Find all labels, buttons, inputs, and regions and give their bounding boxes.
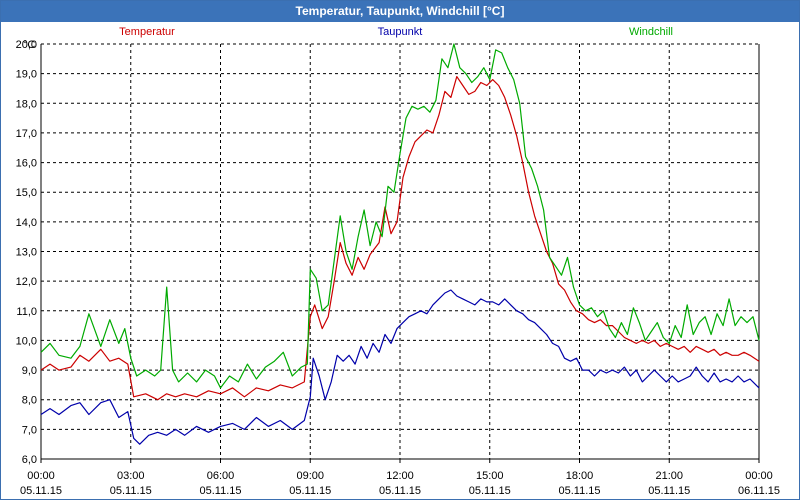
y-tick-label: 13,0	[16, 247, 37, 259]
x-tick-time: 21:00	[655, 470, 683, 482]
y-tick-label: 15,0	[16, 187, 37, 199]
y-axis-unit: °C	[23, 39, 35, 51]
x-tick-date: 05.11.15	[110, 485, 152, 497]
x-tick-time: 18:00	[566, 470, 594, 482]
y-tick-label: 7,0	[22, 424, 37, 436]
x-tick-time: 12:00	[386, 470, 414, 482]
y-tick-label: 10,0	[16, 335, 37, 347]
x-tick-date: 05.11.15	[20, 485, 62, 497]
x-tick-date: 05.11.15	[558, 485, 600, 497]
y-tick-label: 19,0	[16, 69, 37, 81]
series-line-windchill	[40, 43, 760, 389]
y-tick-label: 6,0	[22, 454, 37, 466]
y-tick-label: 11,0	[16, 306, 37, 318]
x-tick-date: 05.11.15	[199, 485, 241, 497]
series-line-taupunkt	[40, 289, 760, 445]
y-tick-label: 18,0	[16, 98, 37, 110]
plot-area	[41, 44, 759, 459]
y-tick-label: 9,0	[22, 365, 37, 377]
x-tick-date: 06.11.15	[738, 485, 780, 497]
y-tick-label: 20,0	[16, 39, 37, 51]
y-tick-label: 8,0	[22, 395, 37, 407]
y-tick-label: 12,0	[16, 276, 37, 288]
legend-temperatur: Temperatur	[119, 26, 175, 38]
y-tick-label: 16,0	[16, 158, 37, 170]
x-tick-time: 06:00	[207, 470, 235, 482]
x-tick-time: 00:00	[745, 470, 773, 482]
x-tick-time: 15:00	[476, 470, 504, 482]
x-tick-time: 03:00	[117, 470, 145, 482]
x-tick-date: 05.11.15	[469, 485, 511, 497]
series-line-temperatur	[40, 75, 760, 401]
window-title: Temperatur, Taupunkt, Windchill [°C]	[1, 1, 799, 22]
x-tick-date: 05.11.15	[289, 485, 331, 497]
legend-taupunkt: Taupunkt	[378, 26, 423, 38]
y-tick-label: 14,0	[16, 217, 37, 229]
x-tick-time: 00:00	[27, 470, 55, 482]
y-tick-label: 17,0	[16, 128, 37, 140]
x-tick-time: 09:00	[296, 470, 324, 482]
x-tick-date: 05.11.15	[379, 485, 421, 497]
legend-windchill: Windchill	[629, 26, 673, 38]
x-tick-date: 05.11.15	[648, 485, 690, 497]
